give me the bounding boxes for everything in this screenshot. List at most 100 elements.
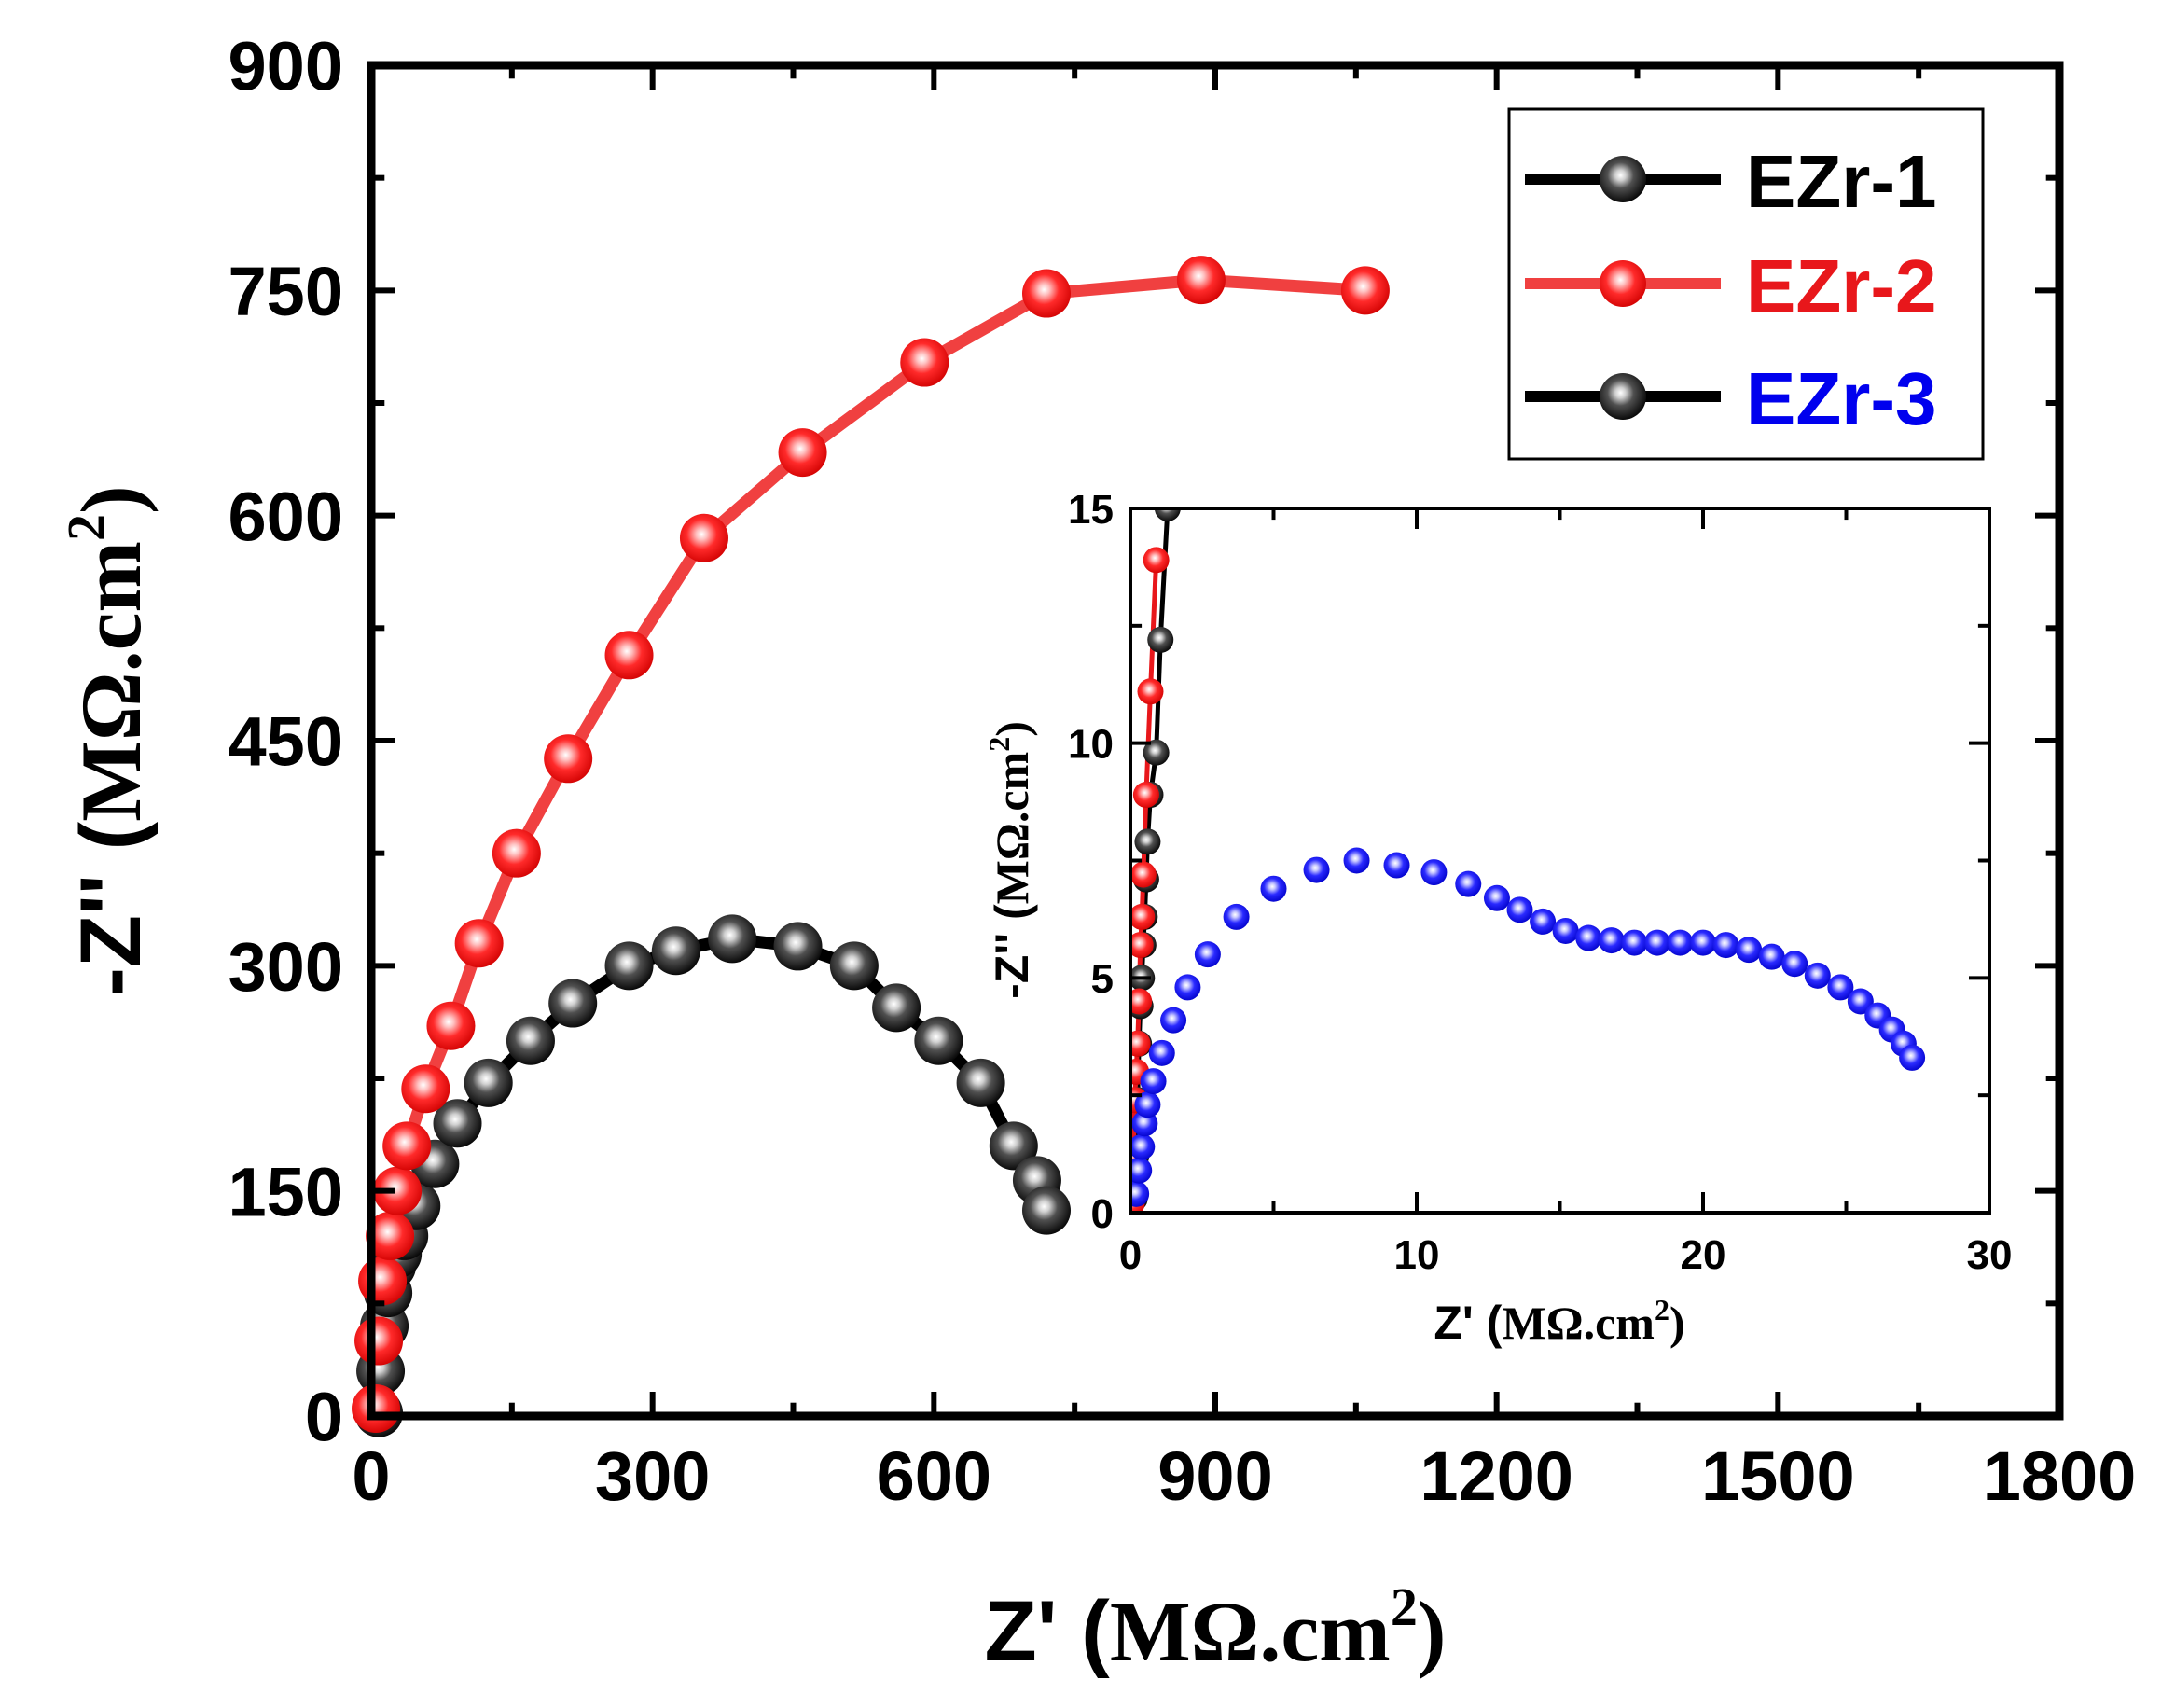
inset-series-points xyxy=(1130,508,1926,1213)
inset-point-ezr-3 xyxy=(1420,859,1448,886)
inset-point-ezr-1 xyxy=(1134,828,1161,855)
inset-point-ezr-3 xyxy=(1455,870,1482,897)
inset-point-ezr-2 xyxy=(1130,1030,1151,1057)
inset-point-ezr-3 xyxy=(1804,962,1831,989)
main-point-ezr-1 xyxy=(548,979,598,1028)
main-point-ezr-1 xyxy=(708,914,757,964)
inset-point-ezr-3 xyxy=(1621,929,1648,956)
main-point-ezr-1 xyxy=(464,1058,513,1107)
main-point-ezr-2 xyxy=(1176,256,1226,305)
inset-point-ezr-3 xyxy=(1160,1007,1187,1034)
main-point-ezr-2 xyxy=(1022,269,1071,318)
inset-point-ezr-3 xyxy=(1134,1091,1161,1118)
inset-point-ezr-3 xyxy=(1736,937,1763,964)
main-x-tick-label: 0 xyxy=(352,1437,390,1515)
inset-point-ezr-3 xyxy=(1140,1068,1167,1095)
legend-label-ezr-3: EZr-3 xyxy=(1746,357,1937,440)
inset-point-ezr-1 xyxy=(1154,508,1181,521)
inset-point-ezr-3 xyxy=(1260,875,1287,902)
main-y-tick-label: 900 xyxy=(229,28,343,105)
main-point-ezr-1 xyxy=(433,1099,482,1148)
main-point-ezr-1 xyxy=(956,1058,1005,1107)
main-y-tick-label: 750 xyxy=(229,253,343,330)
inset-point-ezr-2 xyxy=(1143,547,1170,574)
main-y-tick-label: 600 xyxy=(229,478,343,555)
main-point-ezr-1 xyxy=(872,983,921,1033)
inset-point-ezr-3 xyxy=(1483,884,1510,911)
inset-point-ezr-3 xyxy=(1827,974,1854,1001)
inset-x-tick-label: 0 xyxy=(1119,1232,1142,1278)
inset-point-ezr-3 xyxy=(1303,856,1330,883)
inset-point-ezr-3 xyxy=(1712,932,1739,959)
inset-plot: 0 10 20 30 0 5 10 15 Z' (MΩ.cm2) -Z'' (MΩ.cm2) xyxy=(982,487,2012,1349)
main-point-ezr-2 xyxy=(366,1211,415,1260)
main-point-ezr-2 xyxy=(1340,266,1390,315)
main-point-ezr-2 xyxy=(354,1316,404,1366)
legend-entry-ezr-2: EZr-2 xyxy=(1525,244,1937,327)
main-line-ezr-1 xyxy=(372,932,1053,1420)
inset-point-ezr-3 xyxy=(1758,943,1785,970)
main-y-tick-label: 300 xyxy=(229,928,343,1006)
inset-point-ezr-2 xyxy=(1137,678,1164,705)
inset-point-ezr-3 xyxy=(1194,941,1221,968)
main-axis-ticks xyxy=(368,62,2062,1419)
inset-point-ezr-2 xyxy=(1130,988,1153,1015)
main-point-ezr-1 xyxy=(604,941,654,991)
inset-point-ezr-3 xyxy=(1690,929,1716,956)
inset-x-tick-label: 10 xyxy=(1394,1232,1440,1278)
main-point-ezr-2 xyxy=(358,1257,408,1306)
main-point-ezr-1 xyxy=(829,941,879,991)
main-point-ezr-1 xyxy=(651,926,700,976)
inset-point-ezr-3 xyxy=(1148,1039,1175,1066)
legend-label-ezr-2: EZr-2 xyxy=(1746,244,1937,327)
main-y-axis-label: -Z'' (MΩ.cm2) xyxy=(56,485,159,995)
legend-label-ezr-1: EZr-1 xyxy=(1746,140,1937,223)
main-point-ezr-2 xyxy=(544,734,593,784)
main-tick-labels: 0 300 600 900 1200 1500 1800015030045060075090… xyxy=(229,28,2137,1515)
inset-point-ezr-3 xyxy=(1130,1180,1150,1207)
inset-point-ezr-3 xyxy=(1575,924,1602,951)
legend-entry-ezr-3: EZr-3 xyxy=(1525,357,1937,440)
inset-point-ezr-2 xyxy=(1130,861,1157,888)
inset-point-ezr-3 xyxy=(1530,908,1557,935)
inset-axis-ticks xyxy=(1129,507,1991,1215)
inset-x-axis-label: Z' (MΩ.cm2) xyxy=(1434,1293,1684,1349)
inset-point-ezr-2 xyxy=(1132,782,1159,809)
main-x-tick-label: 900 xyxy=(1157,1437,1272,1515)
legend-marker-ezr-2 xyxy=(1600,260,1646,307)
inset-point-ezr-3 xyxy=(1899,1044,1926,1071)
main-x-tick-label: 1800 xyxy=(1983,1437,2137,1515)
inset-y-tick-label: 15 xyxy=(1068,487,1114,533)
inset-y-tick-label: 5 xyxy=(1091,956,1114,1002)
inset-point-ezr-3 xyxy=(1223,903,1250,930)
main-point-ezr-2 xyxy=(679,513,728,562)
inset-y-tick-label: 0 xyxy=(1091,1191,1114,1237)
main-x-tick-label: 1500 xyxy=(1701,1437,1855,1515)
inset-background xyxy=(1127,508,1989,1213)
legend-entry-ezr-1: EZr-1 xyxy=(1525,140,1937,223)
inset-point-ezr-3 xyxy=(1130,1157,1153,1184)
main-point-ezr-2 xyxy=(401,1064,450,1114)
main-point-ezr-2 xyxy=(778,428,827,478)
main-point-ezr-1 xyxy=(1022,1186,1071,1235)
inset-point-ezr-1 xyxy=(1143,739,1170,766)
main-x-tick-label: 300 xyxy=(595,1437,710,1515)
inset-point-ezr-2 xyxy=(1130,932,1154,959)
main-point-ezr-2 xyxy=(373,1166,423,1215)
main-plot: 0 300 600 900 1200 1500 1800015030045060075090… xyxy=(56,28,2136,1679)
inset-point-ezr-1 xyxy=(1147,626,1174,653)
inset-point-ezr-3 xyxy=(1174,974,1201,1001)
inset-point-ezr-3 xyxy=(1506,896,1533,923)
main-series-points xyxy=(352,256,1390,1437)
inset-point-ezr-3 xyxy=(1343,847,1370,874)
legend: EZr-1 EZr-2 EZr-3 xyxy=(1507,107,1985,461)
main-point-ezr-2 xyxy=(352,1383,401,1433)
inset-x-tick-label: 20 xyxy=(1681,1232,1726,1278)
main-x-axis-label: Z' (MΩ.cm2) xyxy=(985,1576,1447,1679)
main-y-tick-label: 0 xyxy=(305,1379,343,1456)
inset-point-ezr-3 xyxy=(1667,929,1694,956)
inset-point-ezr-3 xyxy=(1552,918,1579,944)
main-point-ezr-2 xyxy=(900,338,949,387)
inset-x-tick-label: 30 xyxy=(1967,1232,2013,1278)
